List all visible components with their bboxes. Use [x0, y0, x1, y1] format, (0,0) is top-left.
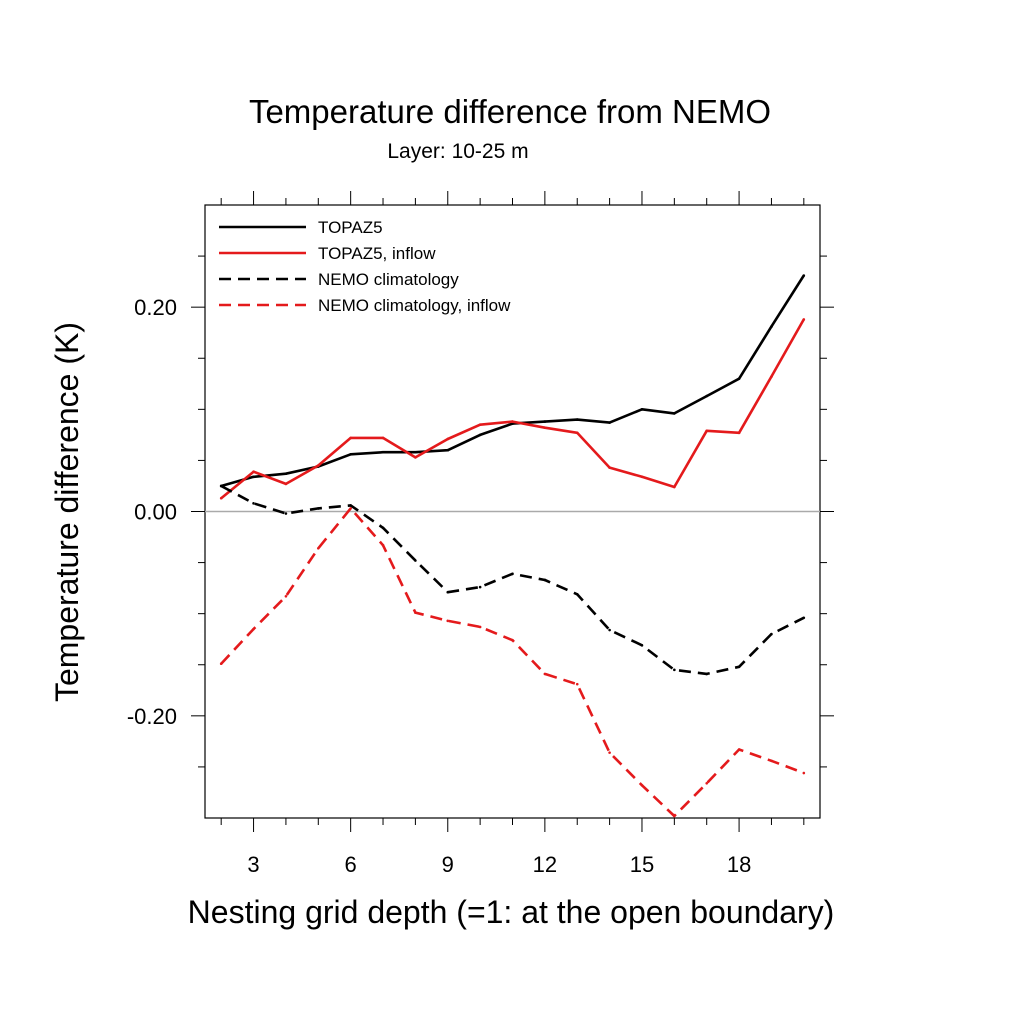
data-point — [316, 464, 320, 467]
data-point — [349, 436, 352, 440]
data-point — [381, 436, 385, 440]
series-line-3 — [220, 484, 805, 676]
data-point — [284, 594, 288, 598]
data-point — [446, 437, 450, 441]
data-point — [705, 429, 709, 433]
data-point — [770, 375, 773, 378]
data-point — [511, 572, 514, 576]
series-layer — [219, 274, 806, 818]
data-point — [608, 466, 611, 469]
chart-subtitle: Layer: 10-25 m — [387, 140, 528, 163]
data-point — [349, 507, 352, 510]
data-point — [316, 507, 320, 510]
x-tick-label: 18 — [727, 852, 751, 877]
data-point — [802, 318, 806, 321]
data-point — [575, 592, 579, 596]
data-point — [770, 325, 773, 328]
data-point — [219, 496, 223, 500]
data-point — [252, 627, 255, 631]
data-point — [543, 420, 547, 423]
data-point — [349, 452, 352, 456]
legend-label-1: TOPAZ5 — [318, 218, 383, 237]
data-point — [478, 585, 482, 589]
x-tick-label: 9 — [442, 852, 454, 877]
data-point — [414, 450, 417, 454]
data-point — [802, 771, 806, 775]
data-point — [414, 456, 417, 459]
x-tick-label: 12 — [533, 852, 557, 877]
y-tick-label: 0.20 — [134, 295, 177, 320]
data-point — [446, 619, 450, 623]
data-point — [673, 668, 676, 672]
data-point — [219, 662, 223, 666]
data-point — [640, 644, 644, 647]
chart-title: Temperature difference from NEMO — [249, 93, 771, 130]
data-point — [575, 418, 579, 421]
legend-label-4: NEMO climatology, inflow — [318, 296, 511, 315]
legend: TOPAZ5 TOPAZ5, inflow NEMO climatology NEMO… — [219, 218, 511, 315]
data-point — [737, 431, 741, 435]
data-point — [252, 475, 255, 479]
data-point — [511, 420, 514, 423]
data-point — [770, 759, 773, 763]
data-point — [640, 784, 644, 787]
data-point — [575, 431, 579, 435]
y-tick-label: -0.20 — [127, 704, 177, 729]
data-point — [478, 625, 482, 629]
data-point — [478, 423, 482, 426]
data-point — [414, 559, 417, 562]
data-point — [802, 274, 806, 277]
data-point — [284, 512, 288, 515]
data-point — [511, 638, 514, 642]
data-point — [381, 450, 385, 454]
data-point — [770, 632, 773, 636]
data-point — [543, 672, 547, 676]
data-point — [608, 628, 611, 632]
data-point — [414, 611, 417, 614]
data-point — [705, 781, 709, 785]
data-point — [737, 748, 741, 751]
data-point — [608, 751, 611, 754]
legend-label-2: TOPAZ5, inflow — [318, 244, 436, 263]
x-tick-label: 6 — [345, 852, 357, 877]
y-axis-label: Temperature difference (K) — [49, 322, 85, 702]
x-tick-label: 15 — [630, 852, 654, 877]
data-point — [705, 672, 709, 676]
data-point — [252, 502, 255, 505]
series-line-4 — [220, 507, 805, 818]
data-point — [543, 578, 547, 582]
data-point — [284, 472, 288, 475]
x-axis-label: Nesting grid depth (=1: at the open boun… — [188, 894, 835, 930]
data-point — [737, 377, 741, 380]
data-point — [543, 426, 547, 430]
series-line-1 — [220, 274, 805, 488]
data-point — [737, 665, 741, 669]
x-tick-label: 3 — [247, 852, 259, 877]
data-point — [381, 543, 385, 547]
data-point — [252, 470, 255, 473]
data-point — [673, 814, 676, 818]
data-point — [575, 682, 579, 686]
data-point — [640, 408, 644, 411]
axis-ticks — [191, 191, 834, 832]
tick-labels: 3 6 9 12 15 18 -0.20 0.00 0.20 — [127, 295, 751, 877]
series-line-2 — [220, 318, 805, 500]
data-point — [608, 421, 611, 424]
data-point — [640, 475, 644, 479]
data-point — [316, 546, 320, 550]
data-point — [478, 433, 482, 437]
legend-label-3: NEMO climatology — [318, 270, 459, 289]
data-point — [673, 485, 676, 489]
data-point — [219, 484, 223, 488]
data-point — [705, 394, 709, 398]
data-point — [802, 616, 806, 620]
data-point — [284, 482, 288, 486]
data-point — [349, 504, 352, 507]
data-point — [673, 412, 676, 415]
y-tick-label: 0.00 — [134, 500, 177, 525]
data-point — [446, 448, 450, 452]
data-point — [381, 526, 385, 530]
data-point — [446, 590, 450, 594]
